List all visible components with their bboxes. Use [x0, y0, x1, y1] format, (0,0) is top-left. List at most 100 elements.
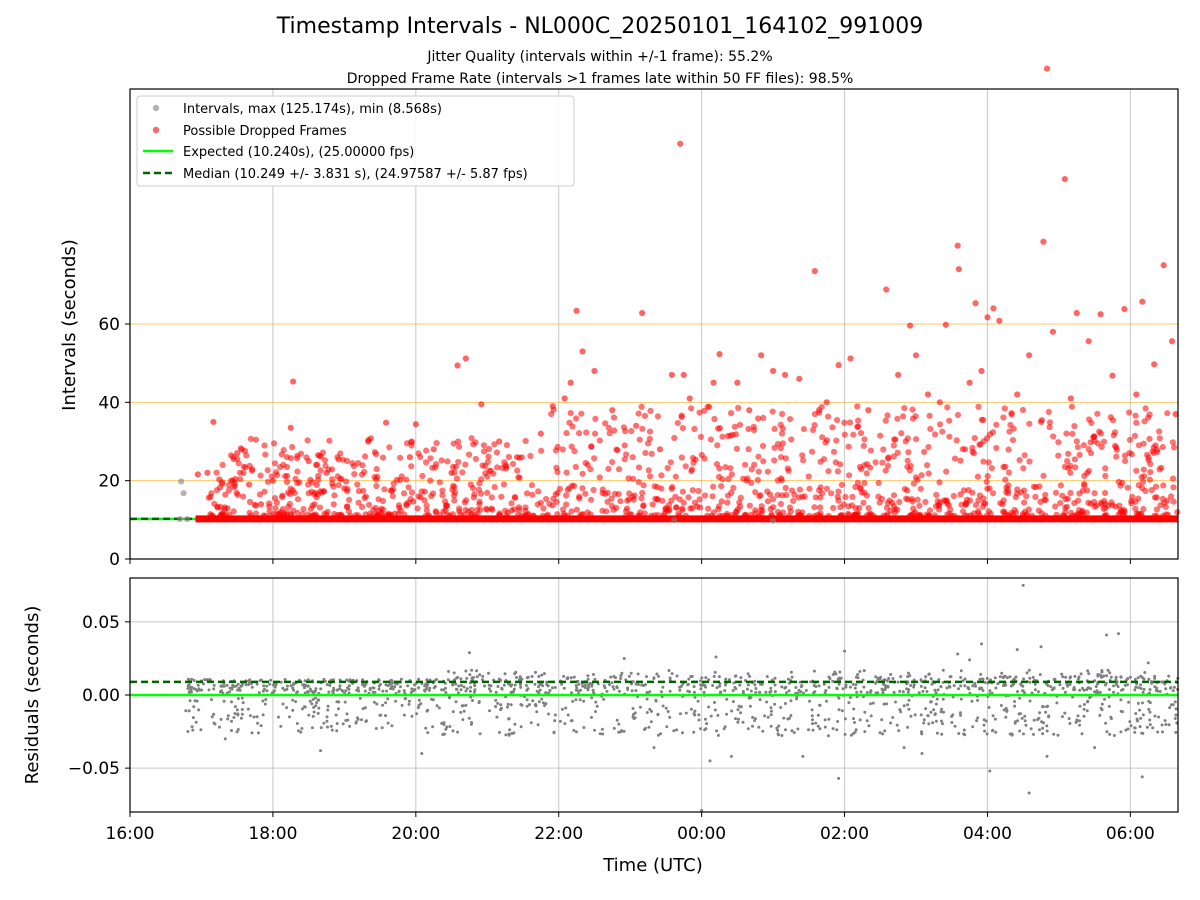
dropped-frame-point: [790, 497, 797, 504]
residual-point: [1119, 730, 1123, 734]
residual-point: [389, 687, 392, 691]
residual-point: [1086, 669, 1090, 673]
dropped-frame-point: [697, 433, 705, 440]
residual-point: [717, 675, 721, 679]
dropped-frame-point: [1026, 420, 1033, 427]
x-tick-label: 16:00: [106, 824, 155, 844]
dropped-frame-point: [1021, 452, 1028, 459]
dropped-frame-point: [579, 485, 586, 492]
dropped-frame-point: [362, 493, 369, 500]
dropped-frame-point: [225, 487, 232, 494]
residual-point: [675, 728, 679, 732]
bottom-y-tick-label: −0.05: [68, 759, 120, 779]
residual-point: [1126, 683, 1129, 687]
residual-point: [1079, 672, 1083, 676]
residual-point: [933, 688, 937, 692]
dropped-frame-point: [661, 510, 668, 517]
residual-point: [644, 683, 648, 687]
residual-point: [232, 716, 236, 719]
dropped-frame-point: [755, 415, 762, 422]
dropped-frame-point: [974, 473, 982, 480]
dropped-frame-point: [880, 446, 887, 453]
residual-point: [645, 697, 649, 701]
residual-point: [678, 688, 682, 692]
residual-point: [661, 685, 665, 689]
residual-point: [1174, 730, 1178, 734]
dropped-frame-point: [688, 468, 695, 475]
dropped-frame-point: [646, 428, 654, 435]
residual-point: [851, 732, 855, 736]
dropped-frame-point: [1144, 451, 1151, 458]
residual-point: [572, 675, 576, 679]
residual-point: [902, 746, 906, 750]
residual-point: [198, 688, 202, 692]
residual-point: [248, 714, 252, 718]
residual-point: [448, 725, 452, 728]
dropped-frame-point: [414, 505, 421, 512]
residual-point: [230, 700, 233, 704]
residual-point: [515, 676, 518, 679]
dropped-frame-point: [778, 477, 785, 484]
residual-point: [1139, 674, 1143, 678]
residual-point: [854, 683, 858, 687]
dropped-frame-point: [905, 449, 912, 456]
residual-point: [306, 690, 310, 694]
residual-point: [344, 689, 348, 693]
dropped-frame-point: [716, 351, 723, 358]
dropped-frame-point: [796, 486, 804, 493]
residual-point: [789, 714, 793, 717]
residual-point: [534, 670, 537, 674]
top-y-tick-label: 0: [109, 550, 120, 570]
dropped-frame-point: [1026, 352, 1033, 359]
chart-subtitle-jitter: Jitter Quality (intervals within +/-1 fr…: [427, 49, 773, 65]
dropped-frame-point: [845, 503, 852, 510]
dropped-frame-point: [987, 510, 994, 517]
residual-point: [371, 686, 375, 690]
residual-point: [1023, 714, 1027, 718]
dropped-frame-point: [908, 496, 916, 503]
residual-point: [609, 675, 613, 679]
residual-point: [736, 708, 740, 712]
residual-point: [374, 727, 378, 730]
dropped-frame-point: [711, 415, 718, 423]
dropped-frame-point: [912, 474, 920, 481]
residual-point: [817, 684, 821, 688]
dropped-frame-point: [1081, 480, 1088, 487]
residual-point: [569, 676, 573, 680]
residual-point: [256, 721, 260, 725]
residual-point: [1023, 719, 1027, 723]
dropped-frame-point: [228, 477, 235, 484]
dropped-frame-point: [646, 435, 654, 442]
dropped-frame-point: [1142, 487, 1149, 495]
residual-point: [297, 729, 300, 733]
residual-point: [919, 678, 923, 682]
residual-point: [1050, 688, 1054, 692]
residual-point: [1078, 719, 1081, 723]
residual-point: [634, 682, 638, 686]
residual-point: [950, 721, 954, 724]
dropped-frame-point: [588, 443, 595, 450]
residual-point: [537, 675, 541, 678]
dropped-frame-point: [640, 503, 647, 510]
dropped-frame-point: [685, 494, 692, 501]
dropped-frame-point: [781, 371, 789, 379]
dropped-frame-point: [540, 505, 547, 512]
residual-point: [880, 718, 884, 722]
residual-point: [536, 723, 540, 727]
residual-point: [442, 723, 446, 726]
dropped-frame-point: [647, 473, 654, 480]
dropped-frame-point: [719, 476, 726, 483]
dropped-frame-point: [599, 490, 606, 497]
dropped-frame-point: [343, 478, 350, 485]
dropped-frame-point: [1168, 493, 1175, 500]
residual-point: [1082, 707, 1086, 711]
residual-point: [1025, 671, 1029, 675]
residual-point: [1105, 633, 1109, 637]
residual-point: [289, 684, 293, 688]
residual-point: [310, 702, 314, 706]
residual-point: [222, 699, 226, 703]
residual-point: [617, 730, 621, 734]
dropped-frame-point: [677, 140, 684, 147]
dropped-frame-point: [453, 475, 461, 482]
dropped-frame-point: [651, 483, 658, 490]
